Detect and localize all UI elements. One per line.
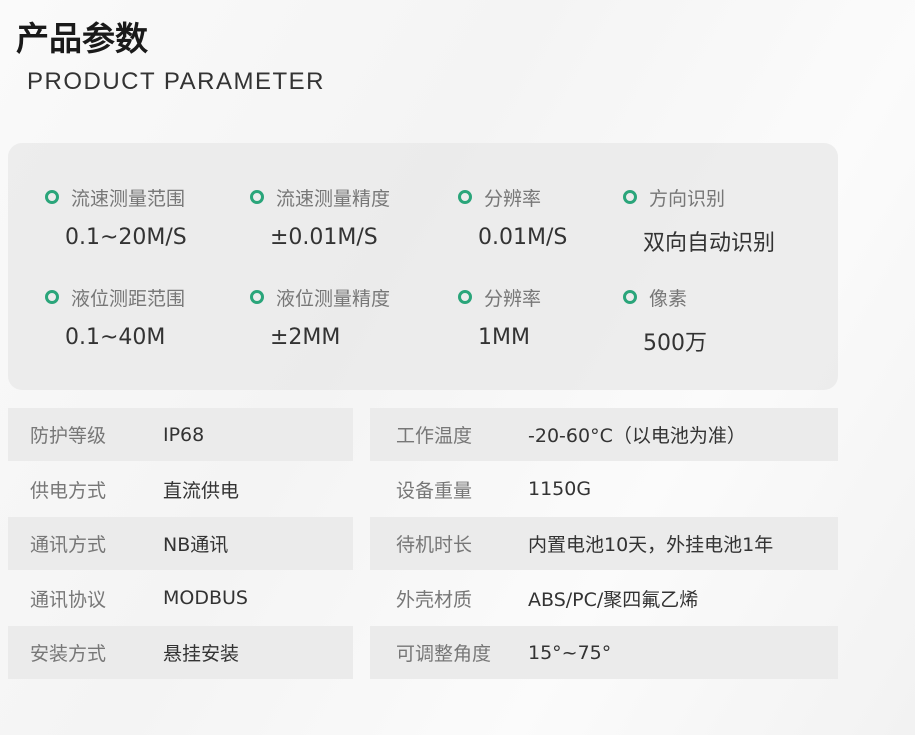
highlight-label: 分辨率 <box>484 287 542 310</box>
spec-row-right: 可调整角度 15°~75° <box>370 626 838 679</box>
spec-value: IP68 <box>163 423 205 446</box>
highlight-label: 流速测量范围 <box>71 187 186 210</box>
spec-row-left: 通讯协议 MODBUS <box>8 572 353 625</box>
highlight-value: 1MM <box>478 325 530 350</box>
spec-label: 工作温度 <box>396 425 473 447</box>
spec-row-left: 安装方式 悬挂安装 <box>8 626 353 679</box>
spec-value: -20-60°C（以电池为准） <box>528 425 746 447</box>
highlight-value: 双向自动识别 <box>643 231 776 256</box>
spec-label: 设备重量 <box>396 479 473 502</box>
highlight-label: 液位测距范围 <box>71 287 186 310</box>
highlight-value: 500万 <box>643 331 707 356</box>
spec-value: MODBUS <box>163 587 248 609</box>
highlight-value: 0.1~40M <box>65 325 166 350</box>
circle-bullet-icon <box>45 290 59 304</box>
spec-value: ABS/PC/聚四氟乙烯 <box>528 588 699 611</box>
spec-label: 通讯协议 <box>30 588 107 611</box>
spec-label: 通讯方式 <box>30 534 107 556</box>
spec-value: 直流供电 <box>163 479 240 502</box>
spec-row-right: 工作温度 -20-60°C（以电池为准） <box>370 408 838 461</box>
highlight-item: 像素 500万 <box>623 284 707 357</box>
spec-row-right: 设备重量 1150G <box>370 463 838 516</box>
spec-row-left: 供电方式 直流供电 <box>8 463 353 516</box>
spec-value: 悬挂安装 <box>163 643 240 665</box>
circle-bullet-icon <box>458 190 472 204</box>
circle-bullet-icon <box>458 290 472 304</box>
spec-row-left: 防护等级 IP68 <box>8 408 353 461</box>
spec-label: 供电方式 <box>30 479 107 502</box>
spec-value: 内置电池10天，外挂电池1年 <box>528 534 774 556</box>
spec-label: 外壳材质 <box>396 588 473 611</box>
spec-value: NB通讯 <box>163 534 229 556</box>
spec-label: 防护等级 <box>30 425 107 447</box>
highlight-item: 液位测距范围 0.1~40M <box>45 284 185 350</box>
highlight-item: 液位测量精度 ±2MM <box>250 284 390 350</box>
highlight-item: 方向识别双向自动识别 <box>623 184 775 257</box>
page-subtitle: PRODUCT PARAMETER <box>27 68 325 95</box>
highlight-item: 分辨率 0.01M/S <box>458 184 567 250</box>
highlight-label: 方向识别 <box>649 187 726 210</box>
highlight-value: ±2MM <box>270 325 341 350</box>
highlight-value: ±0.01M/S <box>270 225 378 250</box>
circle-bullet-icon <box>623 290 637 304</box>
spec-row-right: 外壳材质 ABS/PC/聚四氟乙烯 <box>370 572 838 625</box>
highlight-item: 分辨率 1MM <box>458 284 541 350</box>
circle-bullet-icon <box>250 190 264 204</box>
highlights-panel: 流速测量范围 0.1~20M/S 流速测量精度 ±0.01M/S 分辨率 0.01M/S 方… <box>8 143 838 390</box>
highlight-label: 像素 <box>649 287 688 310</box>
highlight-label: 分辨率 <box>484 187 542 210</box>
page-title: 产品参数 <box>16 19 148 58</box>
circle-bullet-icon <box>250 290 264 304</box>
circle-bullet-icon <box>623 190 637 204</box>
highlight-value: 0.01M/S <box>478 225 568 250</box>
spec-value: 1150G <box>528 478 592 500</box>
highlight-item: 流速测量范围 0.1~20M/S <box>45 184 187 250</box>
spec-value: 15°~75° <box>528 641 612 664</box>
highlight-label: 流速测量精度 <box>276 187 391 210</box>
spec-row-right: 待机时长 内置电池10天，外挂电池1年 <box>370 517 838 570</box>
spec-row-left: 通讯方式 NB通讯 <box>8 517 353 570</box>
spec-label: 可调整角度 <box>396 643 492 665</box>
spec-label: 安装方式 <box>30 643 107 665</box>
highlight-item: 流速测量精度 ±0.01M/S <box>250 184 390 250</box>
circle-bullet-icon <box>45 190 59 204</box>
highlight-value: 0.1~20M/S <box>65 225 187 250</box>
spec-label: 待机时长 <box>396 534 473 556</box>
highlight-label: 液位测量精度 <box>276 287 391 310</box>
